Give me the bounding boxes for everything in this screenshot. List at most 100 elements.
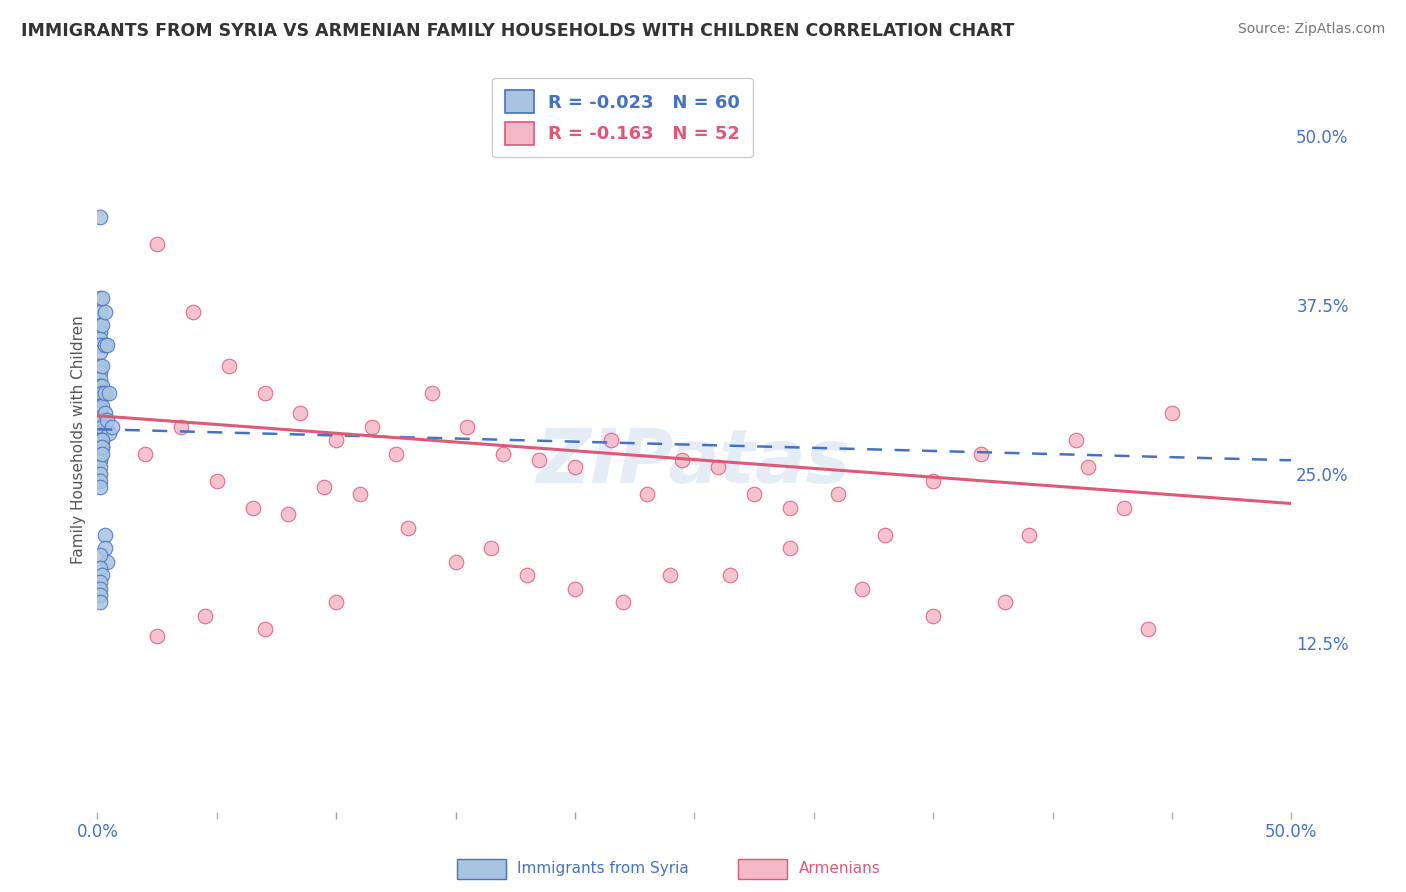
Point: [253, 622, 276, 636]
Point: [875, 527, 897, 541]
Point: [564, 460, 586, 475]
Text: ZIPatas: ZIPatas: [537, 425, 852, 499]
Point: [1077, 460, 1099, 475]
Point: [253, 385, 276, 400]
Point: [89, 406, 111, 420]
Point: [89, 588, 111, 602]
Point: [89, 304, 111, 318]
Text: Armenians: Armenians: [799, 862, 880, 876]
Point: [89, 338, 111, 352]
Point: [242, 500, 264, 515]
Point: [91, 359, 114, 373]
Point: [89, 345, 111, 359]
Text: Immigrants from Syria: Immigrants from Syria: [517, 862, 689, 876]
Point: [779, 500, 801, 515]
Point: [89, 392, 111, 407]
Point: [89, 399, 111, 413]
Point: [98, 426, 121, 441]
Point: [134, 446, 156, 460]
Point: [444, 555, 467, 569]
Point: [89, 359, 111, 373]
Point: [479, 541, 502, 555]
Point: [385, 446, 408, 460]
Point: [1161, 406, 1184, 420]
Text: IMMIGRANTS FROM SYRIA VS ARMENIAN FAMILY HOUSEHOLDS WITH CHILDREN CORRELATION CH: IMMIGRANTS FROM SYRIA VS ARMENIAN FAMILY…: [21, 22, 1015, 40]
Point: [89, 332, 111, 346]
Point: [1137, 622, 1160, 636]
Point: [970, 446, 993, 460]
Point: [1066, 433, 1088, 447]
Point: [89, 440, 111, 454]
Point: [93, 406, 115, 420]
Point: [659, 568, 682, 582]
Point: [564, 582, 586, 596]
Point: [612, 595, 634, 609]
Point: [827, 487, 849, 501]
Point: [146, 237, 169, 252]
Point: [922, 474, 945, 488]
Point: [91, 291, 114, 305]
Point: [851, 582, 873, 596]
Point: [89, 401, 111, 416]
Point: [91, 433, 114, 447]
Point: [361, 419, 384, 434]
Point: [89, 453, 111, 467]
Point: [492, 446, 515, 460]
Point: [91, 446, 114, 460]
Point: [89, 582, 111, 596]
Point: [89, 426, 111, 441]
Point: [779, 541, 801, 555]
Point: [89, 419, 111, 434]
Point: [922, 608, 945, 623]
Point: [516, 568, 538, 582]
Point: [636, 487, 658, 501]
Point: [277, 508, 299, 522]
Point: [89, 561, 111, 575]
Point: [91, 399, 114, 413]
Point: [91, 440, 114, 454]
Point: [194, 608, 217, 623]
Point: [89, 413, 111, 427]
Point: [290, 406, 312, 420]
Point: [325, 433, 347, 447]
Point: [671, 453, 693, 467]
Point: [718, 568, 741, 582]
Point: [599, 433, 621, 447]
Point: [89, 480, 111, 494]
Point: [98, 385, 121, 400]
Point: [93, 527, 115, 541]
Point: [89, 446, 111, 460]
Point: [707, 460, 730, 475]
Point: [89, 474, 111, 488]
Point: [146, 629, 169, 643]
Point: [93, 385, 115, 400]
Point: [89, 291, 111, 305]
Point: [456, 419, 478, 434]
Point: [205, 474, 228, 488]
Point: [89, 318, 111, 333]
Point: [89, 548, 111, 562]
Point: [96, 338, 118, 352]
Point: [91, 379, 114, 393]
Point: [91, 419, 114, 434]
Point: [89, 210, 111, 224]
Point: [1114, 500, 1136, 515]
Text: Source: ZipAtlas.com: Source: ZipAtlas.com: [1237, 22, 1385, 37]
Point: [93, 304, 115, 318]
Point: [91, 433, 114, 447]
Point: [994, 595, 1017, 609]
Point: [91, 440, 114, 454]
Point: [170, 419, 193, 434]
Point: [89, 379, 111, 393]
Point: [89, 460, 111, 475]
Point: [100, 419, 122, 434]
Point: [89, 366, 111, 380]
Point: [349, 487, 371, 501]
Legend: R = -0.023   N = 60, R = -0.163   N = 52: R = -0.023 N = 60, R = -0.163 N = 52: [492, 78, 754, 157]
Point: [181, 304, 204, 318]
Point: [91, 385, 114, 400]
Point: [420, 385, 443, 400]
Point: [89, 325, 111, 339]
Point: [91, 568, 114, 582]
Point: [527, 453, 550, 467]
